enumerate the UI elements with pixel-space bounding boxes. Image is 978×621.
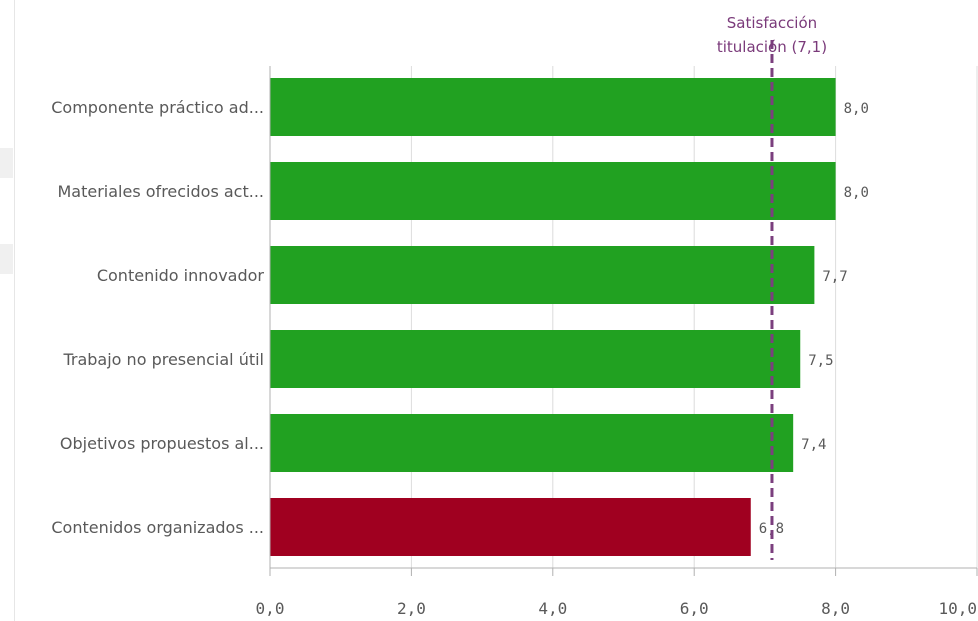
category-label: Contenidos organizados ...: [51, 518, 264, 537]
category-label: Objetivos propuestos al...: [60, 434, 264, 453]
data-label: 7,5: [808, 353, 833, 369]
data-label: 8,0: [844, 101, 869, 117]
x-tick-label: 10,0: [938, 599, 977, 618]
bar[interactable]: [270, 498, 751, 556]
category-label: Materiales ofrecidos act...: [58, 182, 265, 201]
x-tick-label: 0,0: [256, 599, 285, 618]
reference-line-label: Satisfacción: [727, 14, 817, 32]
bar[interactable]: [270, 78, 836, 136]
category-label: Componente práctico ad...: [51, 98, 264, 117]
bar[interactable]: [270, 330, 801, 388]
data-label: 7,4: [801, 437, 826, 453]
reference-line-label: titulación (7,1): [717, 38, 827, 56]
data-label: 6,8: [759, 521, 784, 537]
side-panel-row: [0, 244, 13, 274]
bar[interactable]: [270, 414, 794, 472]
x-tick-label: 2,0: [397, 599, 426, 618]
x-tick-label: 4,0: [538, 599, 567, 618]
bar[interactable]: [270, 162, 836, 220]
data-label: 8,0: [844, 185, 869, 201]
category-label: Contenido innovador: [97, 266, 265, 285]
grid-lines: [410, 66, 978, 568]
x-tick-label: 8,0: [821, 599, 850, 618]
reference-line-group: Satisfacción titulación (7,1): [717, 14, 827, 560]
bars: Componente práctico ad... 8,0 Materiales o…: [51, 78, 869, 556]
x-tick-label: 6,0: [680, 599, 709, 618]
category-label: Trabajo no presencial útil: [62, 350, 264, 369]
x-axis: 0,0 2,0 4,0 6,0 8,0 10,0: [256, 66, 978, 618]
left-side-panel: [0, 0, 15, 621]
bar[interactable]: [270, 246, 815, 304]
side-panel-row: [0, 148, 13, 178]
data-label: 7,7: [822, 269, 847, 285]
